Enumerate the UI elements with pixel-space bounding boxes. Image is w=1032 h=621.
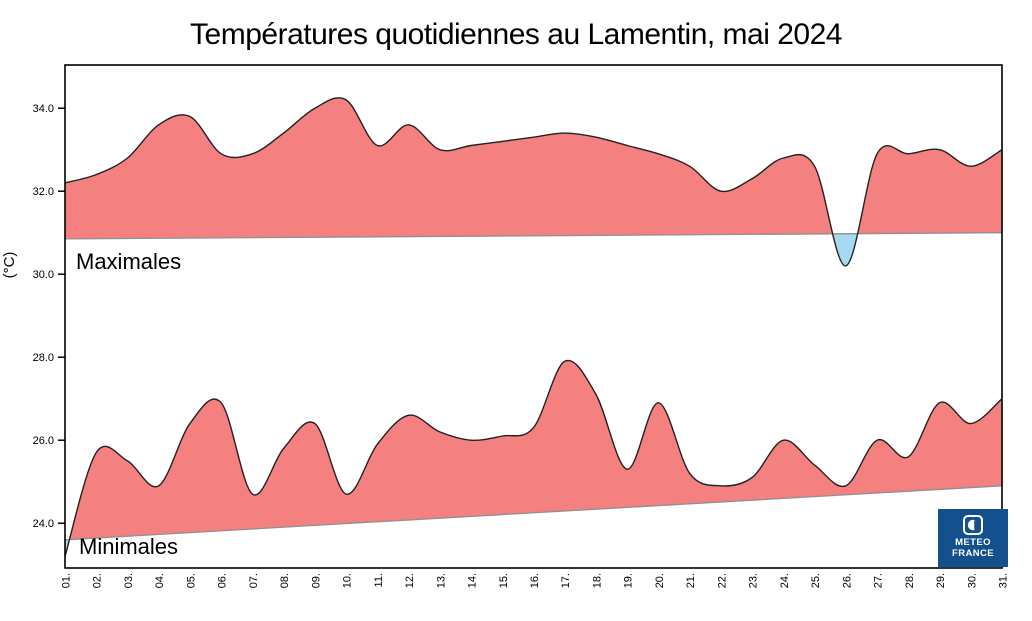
- x-tick-label: 27.: [873, 573, 885, 588]
- logo-text-line1: METEO: [955, 537, 991, 548]
- x-tick-label: 11.: [373, 573, 385, 587]
- x-tick-label: 14.: [467, 573, 479, 588]
- x-tick-label: 18.: [592, 573, 604, 588]
- y-tick-label: 28.0: [33, 352, 54, 364]
- x-tick-label: 26.: [841, 573, 853, 588]
- x-tick-label: 03.: [123, 573, 135, 588]
- logo-text-line2: FRANCE: [952, 547, 994, 559]
- y-tick-label: 30.0: [33, 269, 54, 281]
- x-tick-label: 25.: [810, 573, 822, 588]
- x-tick-label: 29.: [935, 573, 947, 588]
- max-normal-line: [65, 232, 1002, 240]
- y-tick-label: 32.0: [33, 186, 54, 198]
- x-tick-label: 13.: [435, 573, 447, 588]
- x-tick-label: 16.: [529, 573, 541, 588]
- x-tick-label: 08.: [279, 573, 291, 588]
- x-tick-label: 19.: [623, 573, 635, 588]
- x-tick-label: 05.: [185, 573, 197, 588]
- min-curve-line: [65, 359, 1002, 557]
- x-tick-label: 21.: [685, 573, 697, 588]
- max-curve-line: [65, 97, 1002, 267]
- x-tick-label: 01.: [61, 573, 73, 588]
- x-tick-label: 12.: [404, 573, 416, 588]
- min-normal-line: [65, 485, 1002, 541]
- x-tick-label: 30.: [966, 573, 978, 588]
- y-tick-label: 24.0: [33, 518, 54, 530]
- x-tick-label: 09.: [310, 573, 322, 588]
- x-tick-label: 24.: [779, 573, 791, 588]
- x-tick-label: 04.: [154, 573, 166, 588]
- x-tick-label: 02.: [92, 573, 104, 588]
- logo-icon: [963, 515, 983, 535]
- x-tick-label: 20.: [654, 573, 666, 588]
- y-tick-label: 26.0: [33, 435, 54, 447]
- y-tick-label: 34.0: [33, 103, 54, 115]
- x-tick-label: 22.: [716, 573, 728, 588]
- x-tick-label: 15.: [498, 573, 510, 588]
- page-title: Températures quotidiennes au Lamentin, m…: [190, 18, 842, 51]
- x-tick-label: 28.: [904, 573, 916, 588]
- x-tick-label: 10.: [342, 573, 354, 588]
- series-label-minimales: Minimales: [79, 534, 179, 559]
- series-label-maximales: Maximales: [76, 249, 182, 274]
- plot-border: [64, 64, 1003, 569]
- x-tick-label: 17.: [560, 573, 572, 588]
- x-tick-label: 06.: [217, 573, 229, 588]
- x-tick-label: 07.: [248, 573, 260, 588]
- x-tick-label: 31.: [998, 573, 1010, 588]
- max-above-normal-area: [65, 97, 1002, 239]
- x-tick-label: 23.: [748, 573, 760, 588]
- meteo-france-logo: METEO FRANCE: [938, 509, 1008, 567]
